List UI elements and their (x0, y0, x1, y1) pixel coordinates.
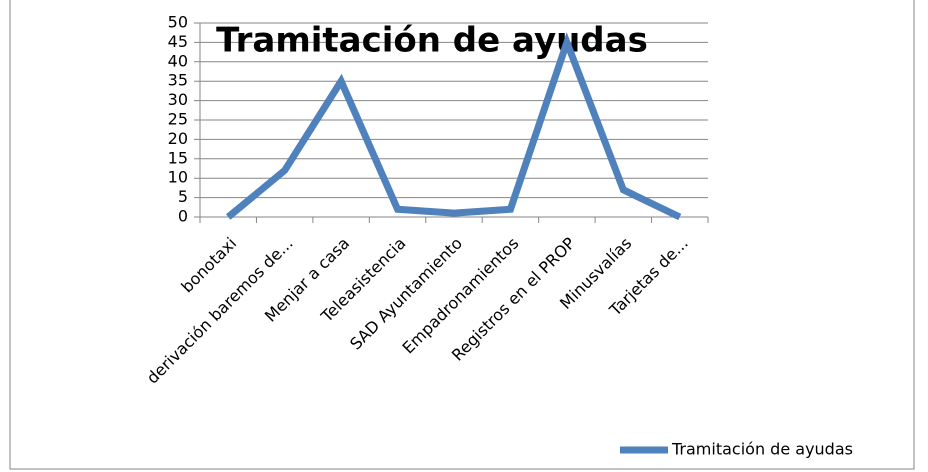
y-tick-label: 10 (168, 168, 188, 187)
chart-frame (9, 0, 915, 470)
y-tick-label: 20 (168, 129, 188, 148)
y-tick-label: 5 (178, 187, 188, 206)
y-tick-label: 25 (168, 110, 188, 129)
y-tick-label: 40 (168, 51, 188, 70)
y-tick-label: 30 (168, 90, 188, 109)
y-tick-label: 50 (168, 13, 188, 32)
y-tick-label: 15 (168, 148, 188, 167)
y-tick-label: 45 (168, 32, 188, 51)
legend-label: Tramitación de ayudas (671, 440, 853, 459)
line-series (225, 32, 682, 221)
chart-title: Tramitación de ayudas (216, 21, 648, 61)
y-tick-label: 35 (168, 71, 188, 90)
y-tick-label: 0 (178, 207, 188, 226)
